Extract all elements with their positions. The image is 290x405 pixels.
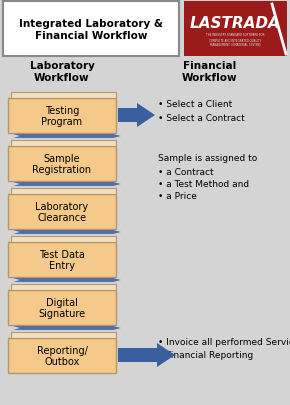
Polygon shape: [11, 332, 116, 338]
Text: Sample
Registration: Sample Registration: [32, 153, 92, 175]
Text: Sample is assigned to: Sample is assigned to: [158, 153, 257, 162]
Text: LASTRADA: LASTRADA: [190, 15, 280, 30]
FancyBboxPatch shape: [8, 290, 116, 325]
Text: Test Data
Entry: Test Data Entry: [39, 249, 85, 271]
Polygon shape: [11, 284, 116, 290]
Polygon shape: [11, 189, 116, 194]
Text: Digital
Signature: Digital Signature: [39, 297, 86, 318]
Text: • a Test Method and: • a Test Method and: [158, 179, 249, 189]
Polygon shape: [12, 130, 116, 134]
Polygon shape: [13, 230, 121, 234]
Polygon shape: [12, 177, 116, 181]
Polygon shape: [11, 237, 116, 243]
Polygon shape: [12, 226, 116, 230]
Polygon shape: [118, 104, 155, 128]
FancyBboxPatch shape: [8, 243, 116, 277]
Text: Integrated Laboratory &
Financial Workflow: Integrated Laboratory & Financial Workfl…: [19, 19, 163, 40]
Polygon shape: [11, 93, 116, 99]
Polygon shape: [12, 273, 116, 277]
FancyBboxPatch shape: [3, 2, 179, 57]
Polygon shape: [11, 141, 116, 147]
Text: • Invoice all performed Services: • Invoice all performed Services: [158, 337, 290, 346]
Text: Laboratory
Clearance: Laboratory Clearance: [35, 201, 88, 223]
Text: Financial
Workflow: Financial Workflow: [182, 61, 238, 83]
Text: Laboratory
Workflow: Laboratory Workflow: [30, 61, 95, 83]
FancyBboxPatch shape: [8, 147, 116, 181]
Text: • Select a Contract: • Select a Contract: [158, 114, 245, 123]
FancyBboxPatch shape: [8, 194, 116, 230]
FancyBboxPatch shape: [184, 2, 287, 57]
Polygon shape: [13, 326, 121, 330]
Polygon shape: [118, 343, 175, 367]
Text: THE INDUSTRY STANDARD SOFTWARE FOR
COMPLETE AND INTEGRATED QUALITY
MANAGEMENT IN: THE INDUSTRY STANDARD SOFTWARE FOR COMPL…: [206, 33, 264, 47]
Text: • a Price: • a Price: [158, 192, 197, 200]
FancyBboxPatch shape: [8, 99, 116, 134]
Text: • Financial Reporting: • Financial Reporting: [158, 350, 253, 359]
Polygon shape: [13, 278, 121, 282]
FancyBboxPatch shape: [8, 338, 116, 373]
Polygon shape: [13, 135, 121, 139]
Text: • Select a Client: • Select a Client: [158, 100, 232, 109]
Text: Testing
Program: Testing Program: [41, 105, 83, 127]
Polygon shape: [12, 321, 116, 325]
Polygon shape: [13, 183, 121, 187]
Text: Reporting/
Outbox: Reporting/ Outbox: [37, 345, 88, 367]
Text: • a Contract: • a Contract: [158, 168, 214, 177]
Polygon shape: [12, 369, 116, 373]
